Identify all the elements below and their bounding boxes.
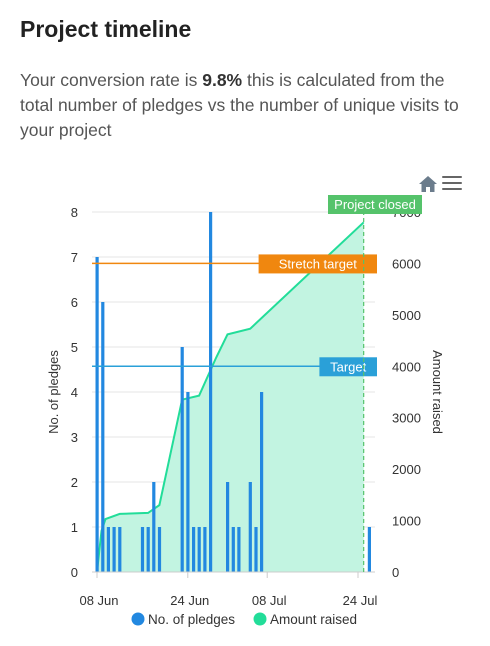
plot-line-label: Stretch target	[279, 256, 357, 271]
pledges-bar	[226, 482, 230, 572]
pledges-bar	[203, 527, 207, 572]
x-tick-label: 24 Jul	[343, 593, 378, 608]
project-timeline-chart: 0123456780100020003000400050006000700008…	[46, 195, 445, 627]
y-right-tick-label: 5000	[392, 308, 421, 323]
pledges-bar	[118, 527, 122, 572]
x-tick-label: 24 Jun	[170, 593, 209, 608]
pledges-bar	[101, 302, 105, 572]
y-left-tick-label: 4	[71, 385, 78, 400]
pledges-bar	[140, 527, 145, 572]
pledges-bar	[186, 392, 190, 572]
y-left-tick-label: 6	[71, 295, 78, 310]
pledges-bar	[260, 392, 264, 572]
legend-amount-label: Amount raised	[270, 612, 357, 627]
legend-pledges-label: No. of pledges	[148, 612, 235, 627]
y-left-tick-label: 1	[71, 520, 78, 535]
y-left-tick-label: 8	[71, 205, 78, 220]
pledges-bar	[180, 347, 184, 572]
pledges-bar	[157, 527, 162, 572]
amount-raised-area	[97, 222, 364, 573]
desc-text-after: this is calculated from the total number…	[20, 70, 459, 140]
y-right-tick-label: 4000	[392, 359, 421, 374]
pledges-bar	[367, 527, 371, 572]
page-title: Project timeline	[20, 16, 192, 42]
y-left-tick-label: 2	[71, 475, 78, 490]
x-tick-label: 08 Jul	[252, 593, 287, 608]
project-closed-label: Project closed	[334, 197, 416, 212]
pledges-bar	[231, 527, 235, 572]
y-right-tick-label: 2000	[392, 462, 421, 477]
y-right-tick-label: 6000	[392, 256, 421, 271]
y-right-axis-title: Amount raised	[430, 350, 445, 434]
pledges-bar	[209, 212, 213, 572]
pledges-bar	[152, 482, 156, 572]
y-left-tick-label: 5	[71, 340, 78, 355]
y-right-tick-label: 0	[392, 565, 399, 580]
y-left-axis-title: No. of pledges	[46, 350, 61, 434]
desc-text-before: Your conversion rate is	[20, 70, 203, 90]
legend-pledges-swatch	[131, 612, 145, 626]
pledges-bar	[112, 527, 116, 572]
pledges-bar	[106, 527, 110, 572]
y-left-tick-label: 0	[71, 565, 78, 580]
legend-amount-swatch	[253, 612, 267, 626]
chart-toolbar	[416, 174, 466, 194]
plot-line-label-bg	[319, 357, 377, 377]
plot-line-label: Target	[330, 359, 367, 374]
pledges-bar	[197, 527, 201, 572]
home-icon[interactable]	[418, 175, 438, 193]
pledges-bar	[237, 527, 241, 572]
hamburger-menu-icon[interactable]	[442, 176, 462, 192]
plot-line-label-bg	[258, 254, 377, 274]
y-right-tick-label: 3000	[392, 411, 421, 426]
amount-raised-line	[96, 221, 365, 573]
y-right-tick-label: 1000	[392, 514, 421, 529]
pledges-bar	[192, 527, 196, 572]
pledges-bar	[95, 257, 99, 572]
conversion-rate: 9.8%	[202, 70, 243, 90]
conversion-description: Your conversion rate is 9.8% this is cal…	[20, 68, 475, 143]
y-left-tick-label: 3	[71, 430, 78, 445]
project-closed-label-bg	[328, 195, 422, 214]
pledges-bar	[248, 482, 252, 572]
x-tick-label: 08 Jun	[79, 593, 118, 608]
y-left-tick-label: 7	[71, 250, 78, 265]
pledges-bar	[254, 527, 258, 572]
pledges-bar	[146, 527, 150, 572]
